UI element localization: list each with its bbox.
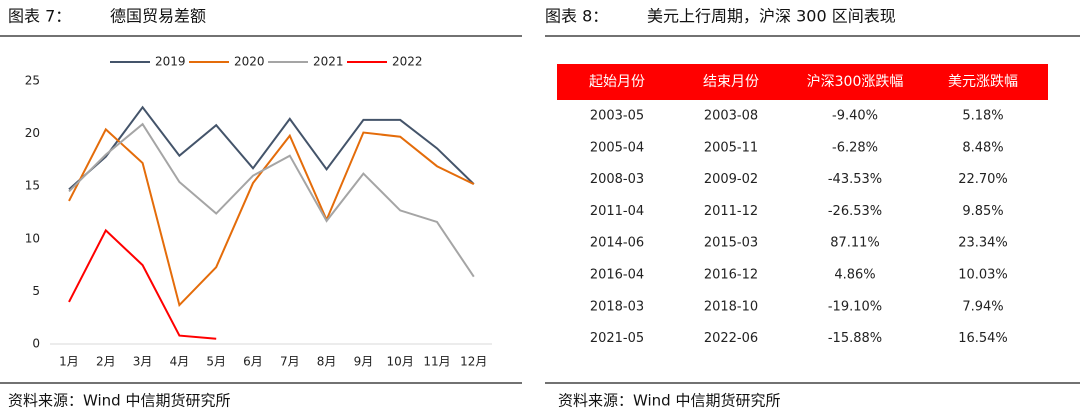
table-cell: 2003-05 xyxy=(590,109,644,124)
table-cell: 22.70% xyxy=(958,172,1008,187)
table-cell: 2003-08 xyxy=(704,109,758,124)
table-cell: 2018-10 xyxy=(704,299,758,314)
table-cell: 2011-04 xyxy=(590,204,644,219)
panel-title: 德国贸易差额 xyxy=(110,7,206,26)
x-tick-label: 11月 xyxy=(423,355,450,369)
table-cell: -26.53% xyxy=(828,204,882,219)
series-line xyxy=(68,228,217,340)
table-cell: -19.10% xyxy=(828,299,882,314)
table-cell: 10.03% xyxy=(958,268,1008,283)
x-tick-label: 4月 xyxy=(170,355,190,369)
table-header-cell: 起始月份 xyxy=(589,74,645,90)
table-cell: 2016-12 xyxy=(704,268,758,283)
y-tick-label: 25 xyxy=(25,74,40,88)
y-tick-label: 10 xyxy=(25,231,40,245)
x-tick-label: 2月 xyxy=(96,355,116,369)
y-tick-label: 20 xyxy=(25,126,40,140)
table-header-cell: 沪深300涨跌幅 xyxy=(807,74,904,90)
table-cell: 2015-03 xyxy=(704,236,758,251)
table-cell: 2018-03 xyxy=(590,299,644,314)
x-tick-label: 12月 xyxy=(460,355,487,369)
x-tick-label: 10月 xyxy=(387,355,414,369)
table-cell: 16.54% xyxy=(958,331,1008,346)
table-cell: 87.11% xyxy=(830,236,880,251)
table-cell: 2014-06 xyxy=(590,236,644,251)
table-cell: 2005-04 xyxy=(590,140,644,155)
series-line xyxy=(68,105,475,191)
table-cell: 2011-12 xyxy=(704,204,758,219)
x-tick-label: 9月 xyxy=(354,355,374,369)
panel-label: 图表 7： xyxy=(8,7,71,26)
series-line xyxy=(68,127,475,308)
legend-label: 2019 xyxy=(155,55,186,69)
x-tick-label: 6月 xyxy=(243,355,263,369)
table-cell: 2009-02 xyxy=(704,172,758,187)
table-cell: 9.85% xyxy=(962,204,1003,219)
table-cell: 7.94% xyxy=(962,299,1003,314)
panel-label: 图表 8： xyxy=(545,7,608,26)
table-header-cell: 美元涨跌幅 xyxy=(948,74,1018,90)
x-tick-label: 5月 xyxy=(206,355,226,369)
y-tick-label: 15 xyxy=(25,179,40,193)
y-tick-label: 5 xyxy=(32,284,40,298)
table-header xyxy=(557,64,1048,100)
y-tick-label: 0 xyxy=(32,337,40,351)
table-cell: 2021-05 xyxy=(590,331,644,346)
x-tick-label: 7月 xyxy=(280,355,300,369)
series-line xyxy=(68,122,475,278)
table-cell: 2008-03 xyxy=(590,172,644,187)
source: 资料来源：Wind 中信期货研究所 xyxy=(558,392,780,410)
table-header-cell: 结束月份 xyxy=(703,74,759,90)
table-cell: 4.86% xyxy=(834,268,875,283)
legend-label: 2021 xyxy=(313,55,344,69)
legend-label: 2022 xyxy=(392,55,423,69)
source: 资料来源：Wind 中信期货研究所 xyxy=(8,392,230,410)
x-tick-label: 3月 xyxy=(133,355,153,369)
table-cell: 23.34% xyxy=(958,236,1008,251)
table-cell: -43.53% xyxy=(828,172,882,187)
legend-label: 2020 xyxy=(234,55,265,69)
table-cell: 5.18% xyxy=(962,109,1003,124)
table-cell: -15.88% xyxy=(828,331,882,346)
panel-title: 美元上行周期，沪深 300 区间表现 xyxy=(647,7,896,26)
table-cell: -6.28% xyxy=(832,140,878,155)
table-cell: 2005-11 xyxy=(704,140,758,155)
table-cell: 2022-06 xyxy=(704,331,758,346)
table-cell: 8.48% xyxy=(962,140,1003,155)
x-tick-label: 1月 xyxy=(59,355,79,369)
x-tick-label: 8月 xyxy=(317,355,337,369)
table-cell: -9.40% xyxy=(832,109,878,124)
table-cell: 2016-04 xyxy=(590,268,644,283)
